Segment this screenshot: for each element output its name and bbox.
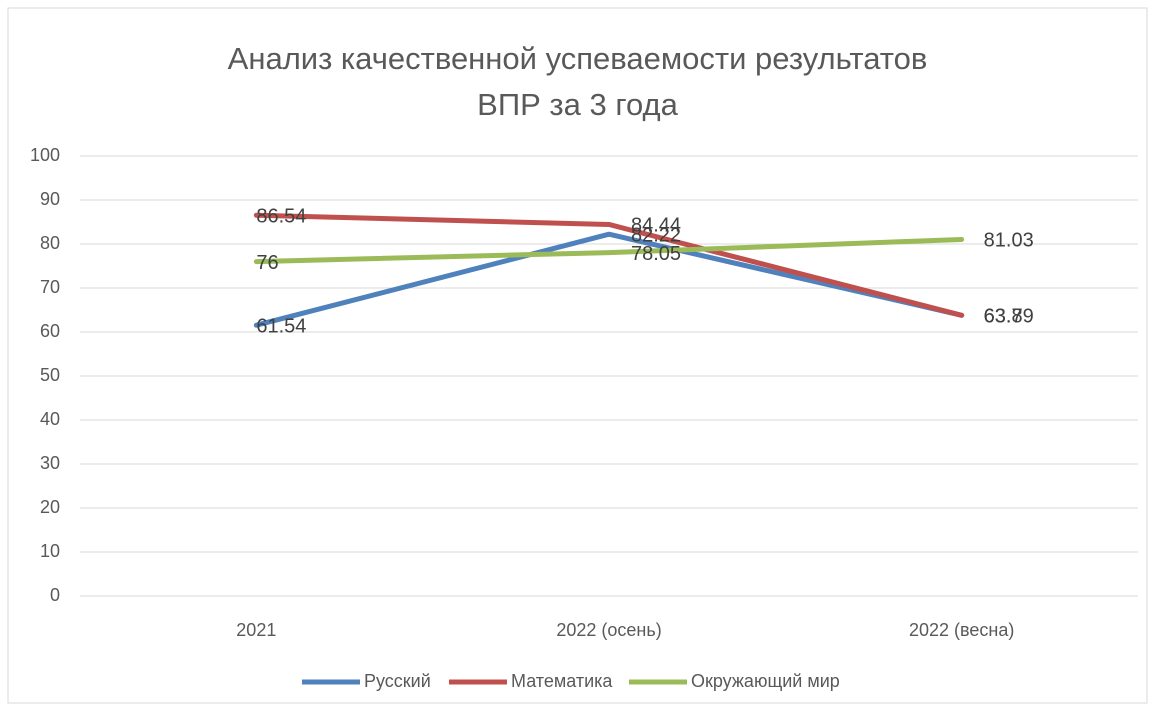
data-label: 76 [256,252,278,274]
legend-label: Окружающий мир [691,671,840,691]
data-label: 63.79 [984,306,1034,328]
data-label: 86.54 [256,206,306,228]
chart-border [7,7,1148,704]
y-tick-label: 10 [40,541,60,561]
data-label: 61.54 [256,316,306,338]
series-line [253,231,965,328]
data-label: 82.22 [631,225,681,247]
series-line [253,212,965,318]
data-label: 63.8 [984,306,1023,328]
y-tick-label: 70 [40,277,60,297]
y-tick-label: 0 [50,585,60,605]
x-tick-label: 2022 (весна) [909,620,1014,640]
y-tick-label: 40 [40,409,60,429]
chart-title: Анализ качественной успеваемости результ… [227,41,928,122]
legend-label: Математика [511,671,613,691]
legend-label: Русский [364,671,431,691]
data-label: 84.44 [631,215,681,237]
y-tick-label: 80 [40,233,60,253]
y-tick-label: 30 [40,453,60,473]
y-tick-label: 60 [40,321,60,341]
y-tick-label: 90 [40,189,60,209]
y-tick-label: 20 [40,497,60,517]
x-tick-label: 2022 (осень) [556,620,661,640]
x-tick-label: 2021 [236,620,276,640]
data-label: 78.05 [631,243,681,265]
data-label: 81.03 [984,230,1034,252]
y-tick-label: 50 [40,365,60,385]
series-line [253,236,965,265]
y-tick-label: 100 [30,145,60,165]
